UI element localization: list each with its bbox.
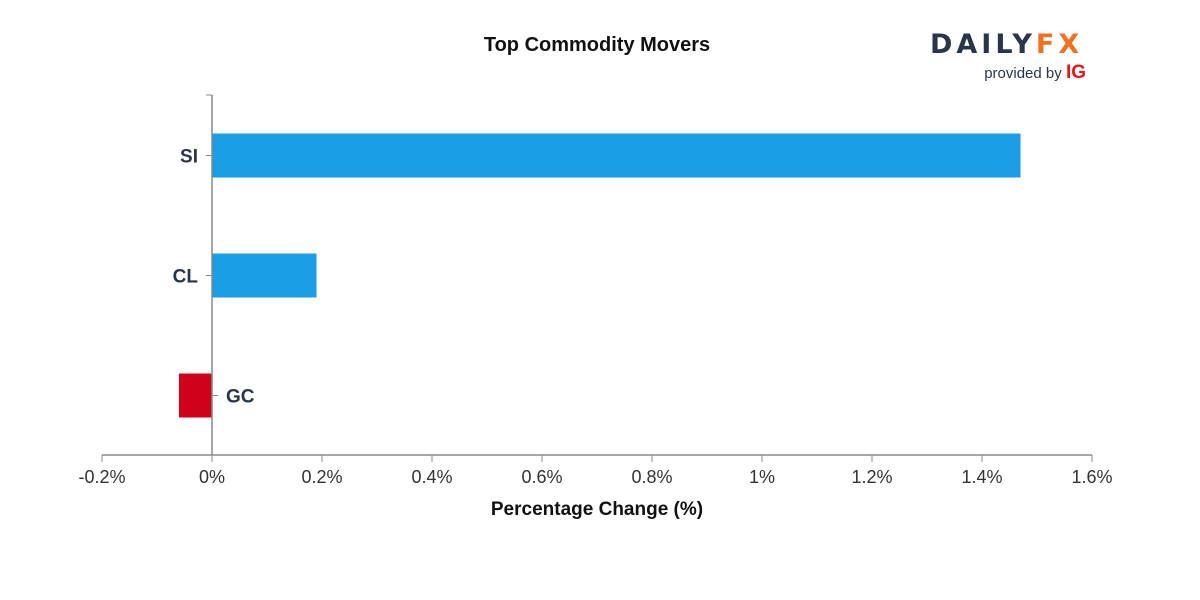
dailyfx-logo: DAILYFX provided by IG <box>930 30 1090 84</box>
logo-provided-by-text: provided by <box>984 65 1062 82</box>
x-tick-label: 0.8% <box>631 467 672 487</box>
x-tick-label: 0.2% <box>301 467 342 487</box>
logo-provided-by: provided by IG <box>930 62 1090 84</box>
x-axis-label: Percentage Change (%) <box>491 499 703 520</box>
chart-title: Top Commodity Movers <box>484 34 710 56</box>
x-tick-label: 1% <box>749 467 775 487</box>
bar-cl <box>212 253 317 298</box>
category-label-gc: GC <box>226 387 255 408</box>
bar-gc <box>179 373 212 418</box>
x-tick-label: 0% <box>199 467 225 487</box>
x-tick-label: -0.2% <box>78 467 125 487</box>
x-tick-label: 1.4% <box>961 467 1002 487</box>
x-tick-label: 1.6% <box>1071 467 1112 487</box>
x-tick-label: 0.6% <box>521 467 562 487</box>
logo-wordmark: DAILYFX <box>930 30 1090 60</box>
category-label-cl: CL <box>173 267 199 288</box>
logo-daily-text: DAILY <box>930 29 1036 60</box>
x-tick-label: 1.2% <box>851 467 892 487</box>
logo-ig-text: IG <box>1065 62 1086 83</box>
bar-si <box>212 133 1021 178</box>
x-tick-label: 0.4% <box>411 467 452 487</box>
logo-fx-text: FX <box>1035 29 1084 60</box>
category-label-si: SI <box>180 147 198 168</box>
